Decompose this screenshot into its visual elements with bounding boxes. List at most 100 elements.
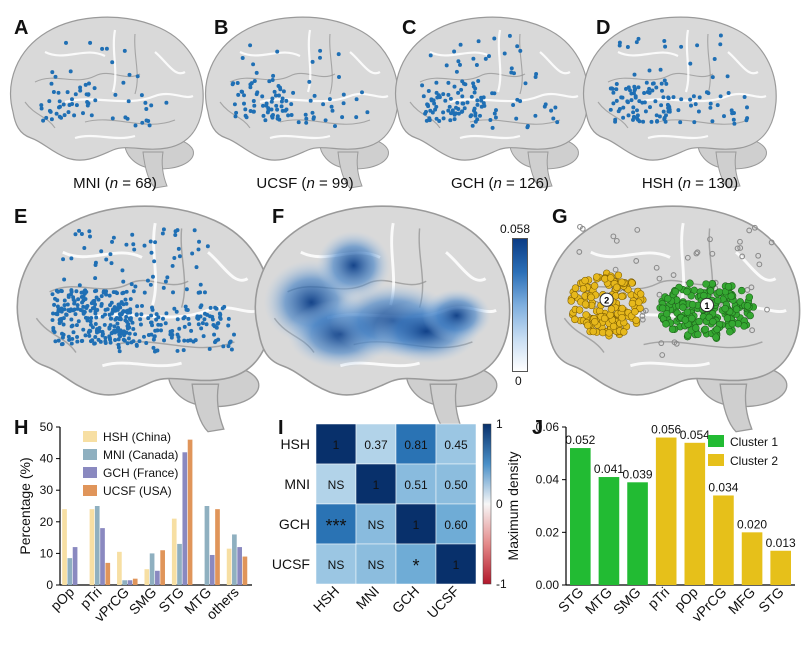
sulcus-line — [279, 119, 371, 125]
electrode-dot — [279, 104, 284, 109]
electrode-dot — [58, 319, 63, 324]
electrode-dot — [446, 80, 451, 85]
electrode-dot — [70, 336, 75, 341]
electrode-dot — [163, 321, 168, 326]
unclustered-dot — [670, 272, 677, 278]
electrode-dot — [626, 85, 631, 90]
heatmap-row-label: HSH — [280, 436, 310, 452]
unclustered-dot — [734, 245, 741, 252]
electrode-dot — [207, 346, 212, 351]
electrode-dot — [676, 108, 681, 113]
electrode-dot — [139, 93, 144, 98]
h-bar — [62, 509, 67, 585]
electrode-dot — [617, 40, 622, 45]
electrode-dot — [144, 107, 149, 111]
electrode-dot — [507, 33, 512, 38]
electrode-dot — [635, 116, 640, 121]
electrode-dot — [217, 311, 222, 316]
electrode-dot — [272, 89, 277, 94]
electrode-dot — [62, 298, 67, 303]
electrode-dot — [688, 61, 693, 66]
electrode-dot — [725, 74, 730, 79]
h-bar — [127, 580, 133, 585]
electrode-dot — [210, 317, 215, 322]
sulcus-line — [329, 33, 333, 95]
sulcus-line — [684, 29, 690, 93]
electrode-dot — [71, 295, 76, 300]
heatmap-cell — [355, 463, 397, 505]
j-value-label: 0.034 — [708, 480, 738, 494]
caption-c-n: 126 — [518, 175, 544, 192]
electrode-dot — [93, 322, 98, 326]
electrode-dot — [449, 111, 453, 116]
h-bar — [100, 528, 105, 585]
electrode-dot — [614, 87, 619, 92]
sulcus-line — [469, 119, 561, 125]
electrode-dot — [126, 99, 131, 104]
electrode-dot — [509, 66, 514, 71]
heatmap-colorbar-tick: 0 — [496, 497, 503, 511]
electrode-dot — [47, 99, 52, 104]
cluster2-dot — [600, 314, 609, 323]
electrode-dot — [56, 90, 61, 95]
electrode-dot — [61, 322, 66, 327]
electrode-dot — [39, 106, 44, 111]
electrode-dot — [473, 86, 478, 91]
electrode-dot — [64, 40, 68, 45]
cluster1-dot — [723, 314, 732, 322]
electrode-dot — [679, 97, 684, 102]
electrode-dot — [336, 52, 341, 57]
electrode-dot — [108, 316, 113, 321]
electrode-dot — [100, 46, 105, 51]
electrode-dot — [181, 348, 186, 353]
electrode-dot — [126, 336, 131, 341]
cluster1-dot — [721, 304, 729, 313]
electrode-dot — [153, 240, 158, 245]
electrode-dot — [125, 341, 130, 346]
electrode-dot — [254, 70, 259, 75]
brainstem-shape — [191, 383, 225, 433]
h-bar — [242, 556, 248, 585]
h-category-label: SMG — [126, 584, 160, 618]
unclustered-dot — [639, 316, 646, 323]
cluster1-dot — [746, 311, 754, 320]
sulcus-line — [239, 50, 301, 58]
electrode-dot — [51, 325, 56, 330]
electrode-dot — [222, 304, 227, 309]
electrode-dot — [84, 304, 89, 309]
density-blob — [316, 231, 391, 300]
electrode-dot — [160, 231, 165, 236]
electrode-dot — [120, 331, 125, 336]
electrode-dot — [61, 257, 66, 262]
cluster1-dot — [713, 296, 722, 305]
electrode-dot — [121, 80, 126, 85]
electrode-dot — [456, 59, 461, 64]
electrode-dot — [708, 101, 713, 106]
electrode-dot — [236, 92, 241, 97]
electrode-dot — [269, 107, 274, 112]
electrode-dot — [235, 81, 240, 85]
electrode-dot — [59, 342, 64, 347]
heatmap-cell-label: 1 — [453, 558, 460, 572]
electrode-dot — [175, 348, 180, 353]
electrode-dot — [213, 305, 218, 310]
electrode-dot — [228, 339, 233, 344]
electrode-dot — [133, 284, 138, 289]
electrode-dot — [118, 328, 123, 333]
electrode-dot — [469, 94, 474, 99]
j-category-label: MFG — [725, 584, 758, 617]
electrode-dot — [113, 317, 118, 322]
electrode-dot — [94, 315, 99, 320]
electrode-dot — [666, 106, 671, 110]
electrode-dot — [68, 69, 73, 74]
electrode-dot — [611, 90, 616, 95]
electrode-dot — [130, 232, 135, 237]
electrode-dot — [434, 116, 439, 121]
brain-render-d — [583, 16, 777, 189]
j-ytick-label: 0.06 — [536, 420, 560, 434]
cluster1-dot — [743, 302, 752, 310]
electrode-dot — [196, 290, 201, 295]
electrode-dot — [170, 263, 175, 268]
electrode-dot — [93, 98, 98, 103]
brain-render-f-density — [254, 205, 511, 433]
